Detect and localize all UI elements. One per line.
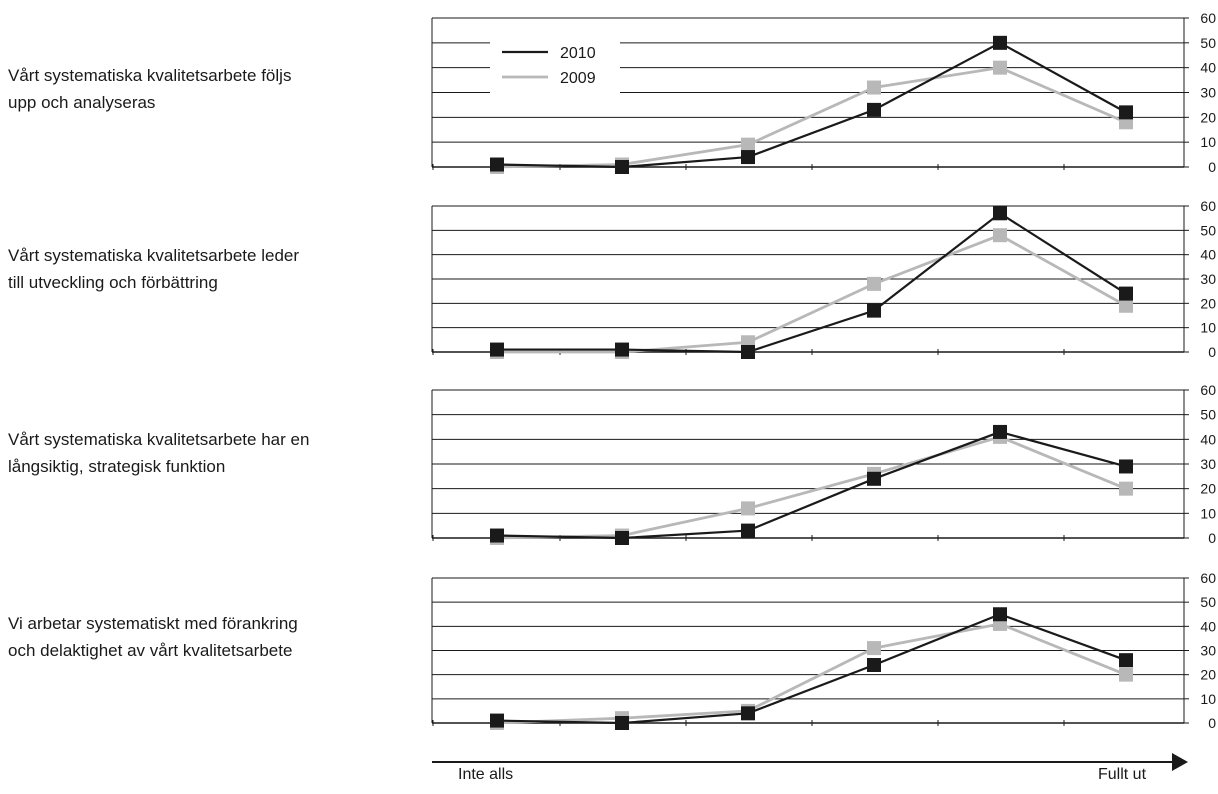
series-line-2010 — [496, 430, 1127, 540]
data-point-2010 — [490, 528, 504, 543]
data-point-2010 — [741, 345, 755, 359]
y-tick-label: 0 — [1208, 530, 1216, 546]
series-line-2010 — [497, 211, 1127, 354]
y-tick-label: 20 — [1200, 295, 1216, 311]
y-tick-label: 30 — [1200, 456, 1216, 472]
y-tick-label: 10 — [1200, 320, 1216, 336]
y-tick-label: 10 — [1200, 134, 1216, 150]
legend-box — [490, 37, 620, 95]
data-point-2009 — [741, 501, 755, 516]
data-point-2010 — [1119, 653, 1133, 668]
data-point-2009 — [741, 137, 755, 152]
data-point-2010 — [615, 342, 629, 357]
y-tick-label: 50 — [1200, 407, 1216, 423]
data-point-2010 — [867, 471, 881, 486]
data-point-2010 — [490, 713, 504, 728]
data-point-2010 — [867, 102, 881, 117]
row-label-2-line-1: Vårt systematiska kvalitetsarbete leder — [8, 246, 300, 265]
row-label-1: Vårt systematiska kvalitetsarbete följs … — [8, 62, 408, 116]
row-label-4: Vi arbetar systematiskt med förankring o… — [8, 610, 408, 664]
y-tick-label: 10 — [1200, 505, 1216, 521]
data-point-2010 — [993, 35, 1007, 50]
y-tick-label: 50 — [1200, 35, 1216, 51]
legend-label-2010: 2010 — [560, 45, 596, 62]
data-point-2009 — [993, 60, 1007, 75]
row-label-2-line-2: till utveckling och förbättring — [8, 273, 218, 292]
data-point-2009 — [1119, 481, 1133, 496]
series-line-2010 — [496, 613, 1127, 725]
data-point-2009 — [993, 228, 1007, 243]
y-tick-label: 60 — [1200, 10, 1216, 26]
y-tick-label: 30 — [1200, 643, 1216, 659]
arrow-start-label: Inte alls — [458, 766, 514, 783]
row-label-4-line-1: Vi arbetar systematiskt med förankring — [8, 614, 298, 633]
data-point-2010 — [867, 303, 881, 318]
series-line-2010 — [496, 41, 1127, 169]
y-tick-label: 50 — [1200, 222, 1216, 238]
series-line-2009 — [496, 66, 1127, 169]
data-point-2010 — [741, 706, 755, 721]
data-point-2010 — [741, 150, 755, 165]
data-point-2010 — [993, 607, 1007, 622]
y-tick-label: 10 — [1200, 691, 1216, 707]
y-tick-label: 0 — [1208, 344, 1216, 360]
data-point-2010 — [1119, 459, 1133, 474]
data-point-2010 — [615, 716, 629, 730]
y-tick-label: 60 — [1200, 570, 1216, 586]
scale-arrow — [432, 753, 1188, 771]
y-tick-label: 20 — [1200, 667, 1216, 683]
y-tick-label: 40 — [1200, 431, 1216, 447]
data-point-2010 — [993, 206, 1007, 221]
data-point-2010 — [1119, 105, 1133, 120]
series-line-2009 — [497, 233, 1127, 354]
y-tick-label: 60 — [1200, 198, 1216, 214]
data-point-2010 — [490, 342, 504, 357]
y-tick-label: 40 — [1200, 60, 1216, 76]
y-tick-label: 30 — [1200, 271, 1216, 287]
row-label-3-line-1: Vårt systematiska kvalitetsarbete har en — [8, 430, 310, 449]
y-tick-label: 20 — [1200, 481, 1216, 497]
legend: 2010 2009 — [490, 37, 620, 95]
data-point-2009 — [867, 80, 881, 95]
legend-label-2009: 2009 — [560, 70, 596, 87]
chart-2: 0 10 20 30 40 50 60 — [431, 198, 1216, 360]
row-label-1-line-1: Vårt systematiska kvalitetsarbete följs — [8, 66, 292, 85]
chart-3: 0 10 20 30 40 50 60 — [431, 382, 1216, 546]
row-label-3-line-2: långsiktig, strategisk funktion — [8, 457, 226, 476]
data-point-2010 — [741, 523, 755, 538]
data-point-2010 — [490, 157, 504, 172]
y-tick-label: 40 — [1200, 247, 1216, 263]
y-tick-label: 30 — [1200, 85, 1216, 101]
data-point-2009 — [867, 276, 881, 291]
y-tick-label: 20 — [1200, 109, 1216, 125]
data-point-2010 — [867, 658, 881, 672]
y-tick-label: 50 — [1200, 594, 1216, 610]
data-point-2010 — [615, 531, 629, 545]
row-label-3: Vårt systematiska kvalitetsarbete har en… — [8, 426, 408, 480]
data-point-2009 — [1119, 298, 1133, 313]
series-line-2009 — [496, 622, 1127, 725]
arrow-head-icon — [1172, 753, 1188, 771]
chart-4: 0 10 20 30 40 50 60 — [431, 570, 1216, 731]
arrow-end-label: Fullt ut — [1098, 766, 1147, 783]
chart-1: 0 10 20 30 40 50 60 — [431, 10, 1216, 175]
data-point-2009 — [867, 641, 881, 656]
row-label-4-line-2: och delaktighet av vårt kvalitetsarbete — [8, 641, 293, 660]
data-point-2010 — [615, 160, 629, 174]
row-label-2: Vårt systematiska kvalitetsarbete leder … — [8, 242, 408, 296]
row-label-1-line-2: upp och analyseras — [8, 93, 156, 112]
data-point-2010 — [1119, 286, 1133, 301]
data-point-2009 — [1119, 667, 1133, 682]
y-tick-label: 0 — [1208, 159, 1216, 175]
y-tick-label: 0 — [1208, 715, 1216, 731]
y-tick-label: 60 — [1200, 382, 1216, 398]
y-tick-label: 40 — [1200, 618, 1216, 634]
series-line-2009 — [496, 435, 1127, 540]
data-point-2010 — [993, 424, 1007, 439]
